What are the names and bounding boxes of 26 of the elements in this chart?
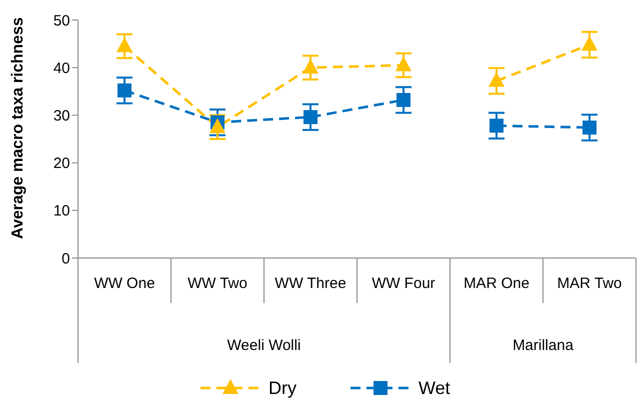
x-tick-label: MAR One (464, 275, 530, 292)
point (118, 83, 132, 98)
point (116, 37, 132, 52)
point (396, 92, 410, 107)
text: Weeli Wolli (227, 337, 301, 354)
x-tick-label: WW One (94, 275, 155, 292)
x-tick-label: WW Three (274, 275, 346, 292)
y-axis-title: Average macro taxa richness (10, 17, 27, 239)
legend-label: Dry (268, 378, 296, 398)
x-tick-label: WW Two (188, 275, 248, 292)
point (396, 56, 412, 72)
text: Marillana (512, 337, 574, 354)
y-tick-label: 30 (53, 108, 70, 125)
point (210, 118, 226, 134)
y-tick-label: 50 (53, 12, 70, 30)
x-tick-label: WW Four (372, 275, 436, 292)
y-tick-label: 40 (53, 60, 70, 77)
point (304, 110, 318, 124)
y-tick-label: 20 (53, 155, 70, 172)
point (582, 120, 596, 135)
point (490, 118, 504, 133)
y-tick-label: 10 (53, 202, 70, 220)
x-tick-label: MAR Two (557, 275, 622, 292)
y-tick-label: 0 (62, 250, 70, 268)
point (302, 58, 318, 74)
legend-label: Wet (418, 378, 450, 398)
